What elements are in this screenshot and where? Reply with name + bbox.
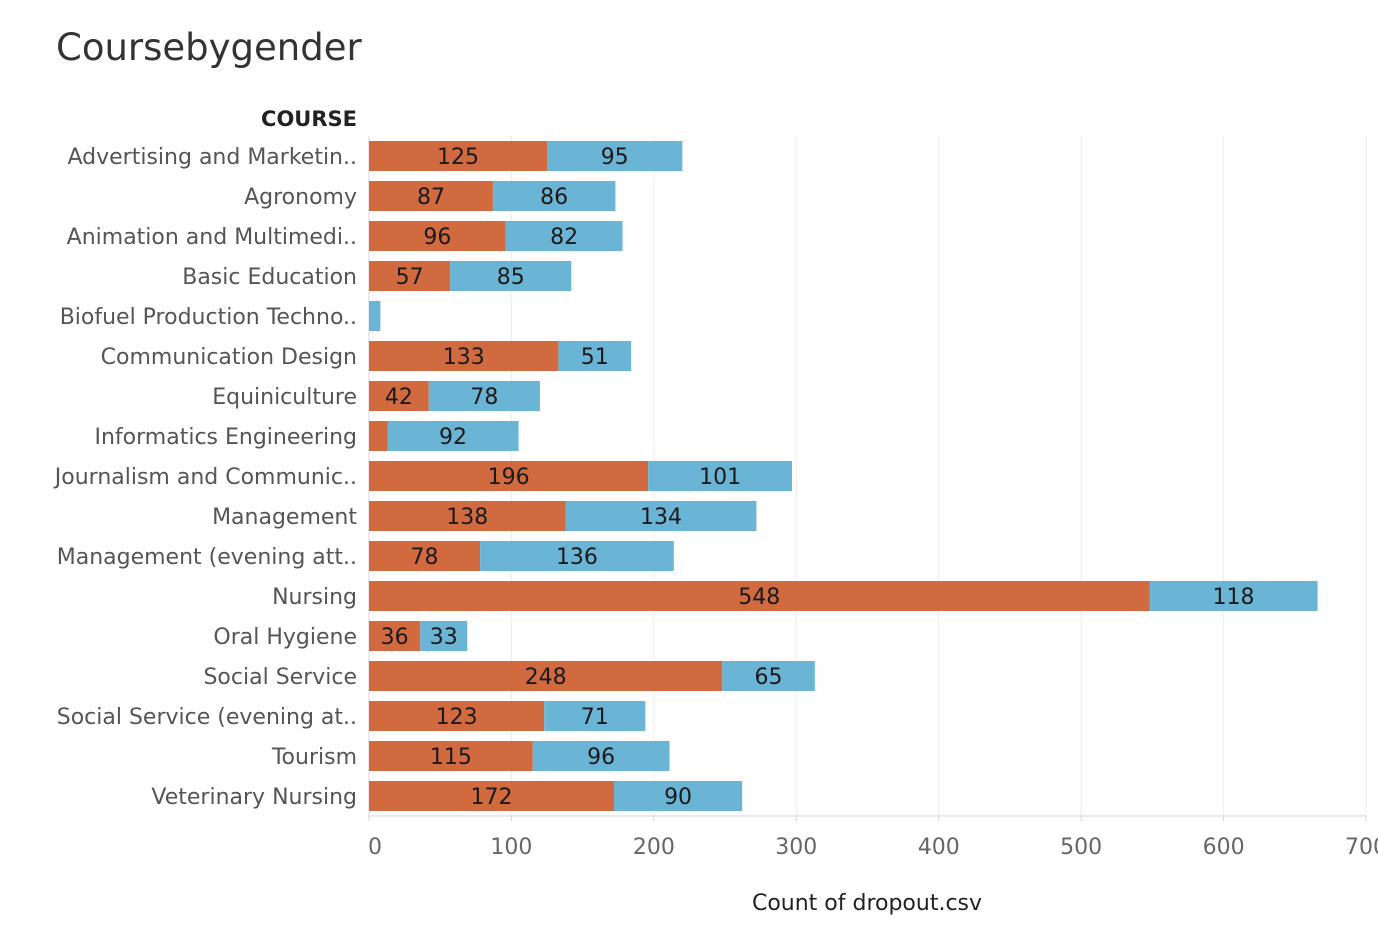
bar-segment-series-2[interactable]: [558, 341, 632, 371]
bar-segment-series-1[interactable]: [369, 701, 545, 731]
data-label: 65: [755, 665, 783, 690]
data-label: 86: [540, 185, 568, 210]
data-label: 548: [738, 585, 780, 610]
bar-segment-series-2[interactable]: [369, 301, 381, 331]
bar-segment-series-1[interactable]: [369, 501, 566, 531]
bar-segment-series-1[interactable]: [369, 781, 614, 811]
data-label: 172: [470, 785, 512, 810]
data-label: 136: [556, 545, 598, 570]
x-tick-label: 600: [1203, 835, 1245, 860]
category-label: Social Service: [203, 665, 357, 690]
x-tick-label: 200: [633, 835, 675, 860]
data-label: 42: [385, 385, 413, 410]
data-label: 118: [1213, 585, 1255, 610]
bar-segment-series-1[interactable]: [369, 141, 548, 171]
bar-segment-series-2[interactable]: [505, 221, 623, 251]
data-label: 96: [587, 745, 615, 770]
data-label: 95: [601, 145, 629, 170]
category-label: Social Service (evening at..: [57, 705, 357, 730]
bar-segment-series-2[interactable]: [722, 661, 815, 691]
data-label: 33: [430, 625, 458, 650]
bar-segment-series-2[interactable]: [480, 541, 674, 571]
bar-segment-series-1[interactable]: [369, 181, 493, 211]
data-label: 96: [423, 225, 451, 250]
category-label: Communication Design: [101, 345, 357, 370]
data-label: 101: [699, 465, 741, 490]
category-label: Basic Education: [182, 265, 357, 290]
category-label: Advertising and Marketin..: [68, 145, 358, 170]
x-tick-label: 0: [368, 835, 382, 860]
data-label: 134: [640, 505, 682, 530]
bar-segment-series-1[interactable]: [369, 341, 559, 371]
data-label: 90: [664, 785, 692, 810]
category-label: Agronomy: [244, 185, 357, 210]
x-axis-title: Count of dropout.csv: [752, 891, 982, 916]
data-label: 85: [497, 265, 525, 290]
bar-segment-series-1[interactable]: [369, 261, 451, 291]
bar-segment-series-2[interactable]: [565, 501, 757, 531]
data-label: 125: [437, 145, 479, 170]
data-label: 78: [411, 545, 439, 570]
category-label: Oral Hygiene: [213, 625, 357, 650]
bar-segment-series-2[interactable]: [532, 741, 670, 771]
bar-segment-series-2[interactable]: [613, 781, 743, 811]
bar-segment-series-1[interactable]: [369, 621, 421, 651]
data-label: 138: [446, 505, 488, 530]
data-label: 87: [417, 185, 445, 210]
bar-segment-series-2[interactable]: [547, 141, 683, 171]
bar-segment-series-1[interactable]: [369, 741, 533, 771]
bar-segment-series-1[interactable]: [369, 541, 481, 571]
x-tick-label: 100: [490, 835, 532, 860]
bar-segment-series-1[interactable]: [369, 461, 649, 491]
bar-segment-series-2[interactable]: [450, 261, 572, 291]
data-label: 196: [488, 465, 530, 490]
category-label: Veterinary Nursing: [151, 785, 357, 810]
data-label: 123: [436, 705, 478, 730]
bar-segment-series-1[interactable]: [369, 221, 506, 251]
x-tick-label: 700: [1345, 835, 1378, 860]
bar-segment-series-1[interactable]: [369, 661, 723, 691]
category-label: Nursing: [272, 585, 357, 610]
data-label: 82: [550, 225, 578, 250]
x-tick-label: 300: [775, 835, 817, 860]
category-label: Biofuel Production Techno..: [60, 305, 357, 330]
data-label: 248: [525, 665, 567, 690]
data-label: 71: [581, 705, 609, 730]
data-label: 51: [581, 345, 609, 370]
category-label: Tourism: [271, 745, 357, 770]
bar-segment-series-2[interactable]: [1149, 581, 1318, 611]
category-label: Equiniculture: [212, 385, 357, 410]
bar-segment-series-2[interactable]: [387, 421, 519, 451]
bar-segment-series-1[interactable]: [369, 581, 1150, 611]
category-label: Informatics Engineering: [95, 425, 358, 450]
data-label: 57: [396, 265, 424, 290]
chart-title: Coursebygender: [56, 26, 362, 69]
category-label: Animation and Multimedi..: [67, 225, 357, 250]
data-label: 92: [439, 425, 467, 450]
category-label: Management (evening att..: [57, 545, 357, 570]
data-label: 115: [430, 745, 472, 770]
x-tick-label: 400: [918, 835, 960, 860]
category-axis-header: COURSE: [261, 107, 357, 131]
category-label: Management: [212, 505, 357, 530]
bar-segment-series-2[interactable]: [648, 461, 793, 491]
bar-segment-series-2[interactable]: [420, 621, 468, 651]
bar-segment-series-2[interactable]: [428, 381, 540, 411]
bar-segment-series-1[interactable]: [369, 381, 429, 411]
bar-segment-series-2[interactable]: [492, 181, 616, 211]
x-tick-label: 500: [1060, 835, 1102, 860]
bar-segment-series-1[interactable]: [369, 421, 388, 451]
data-label: 36: [381, 625, 409, 650]
category-label: Journalism and Communic..: [53, 465, 357, 490]
data-label: 133: [443, 345, 485, 370]
bar-segment-series-2[interactable]: [544, 701, 646, 731]
data-label: 78: [470, 385, 498, 410]
